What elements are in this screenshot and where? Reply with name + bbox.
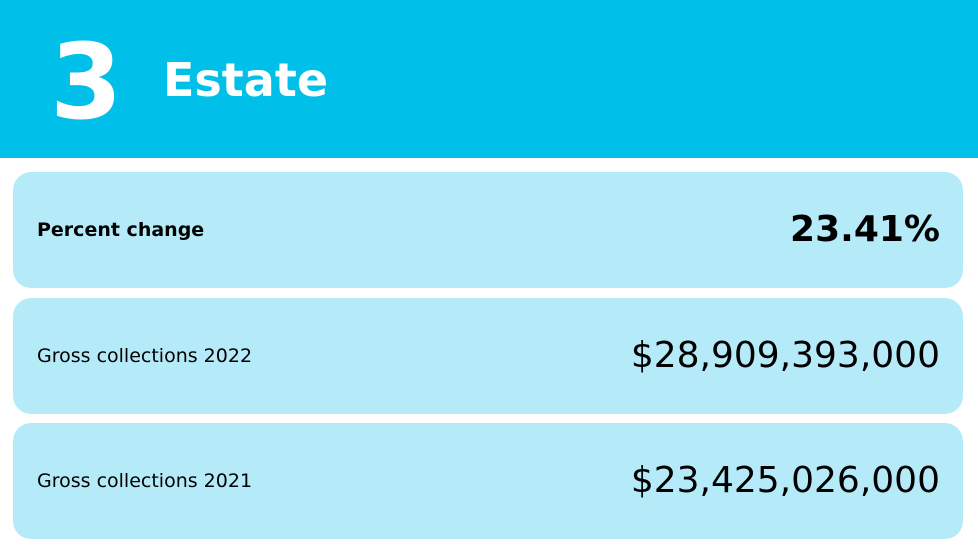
percent-change-label: Percent change (37, 219, 205, 241)
gross-collections-2022-row: Gross collections 2022 $28,909,393,000 (13, 298, 963, 414)
header-banner: 3 Estate (0, 0, 978, 158)
rank-number: 3 (50, 21, 122, 143)
gross-collections-2021-row: Gross collections 2021 $23,425,026,000 (13, 423, 963, 539)
gross-collections-2021-value: $23,425,026,000 (630, 460, 940, 501)
percent-change-row: Percent change 23.41% (13, 172, 963, 288)
percent-change-value: 23.41% (790, 209, 940, 250)
gross-collections-2022-label: Gross collections 2022 (37, 345, 253, 367)
category-title: Estate (163, 53, 329, 107)
gross-collections-2021-label: Gross collections 2021 (37, 470, 253, 492)
gross-collections-2022-value: $28,909,393,000 (630, 335, 940, 376)
